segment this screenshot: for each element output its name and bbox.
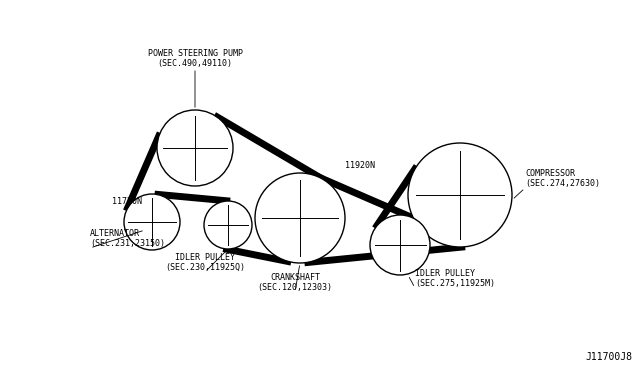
Text: IDLER PULLEY
(SEC.275,11925M): IDLER PULLEY (SEC.275,11925M) — [415, 269, 495, 288]
Text: COMPRESSOR
(SEC.274,27630): COMPRESSOR (SEC.274,27630) — [525, 169, 600, 188]
Text: POWER STEERING PUMP
(SEC.490,49110): POWER STEERING PUMP (SEC.490,49110) — [147, 49, 243, 68]
Circle shape — [370, 215, 430, 275]
Circle shape — [157, 110, 233, 186]
Circle shape — [124, 194, 180, 250]
Text: CRANKSHAFT
(SEC.120,12303): CRANKSHAFT (SEC.120,12303) — [257, 273, 333, 292]
Circle shape — [408, 143, 512, 247]
Circle shape — [204, 201, 252, 249]
Text: 11720N: 11720N — [112, 198, 142, 206]
Circle shape — [255, 173, 345, 263]
Text: IDLER PULLEY
(SEC.230,11925Q): IDLER PULLEY (SEC.230,11925Q) — [165, 253, 245, 272]
Text: 11920N: 11920N — [345, 160, 375, 170]
Text: ALTERNATOR
(SEC.231,23150): ALTERNATOR (SEC.231,23150) — [90, 229, 165, 248]
Text: J11700J8: J11700J8 — [585, 352, 632, 362]
